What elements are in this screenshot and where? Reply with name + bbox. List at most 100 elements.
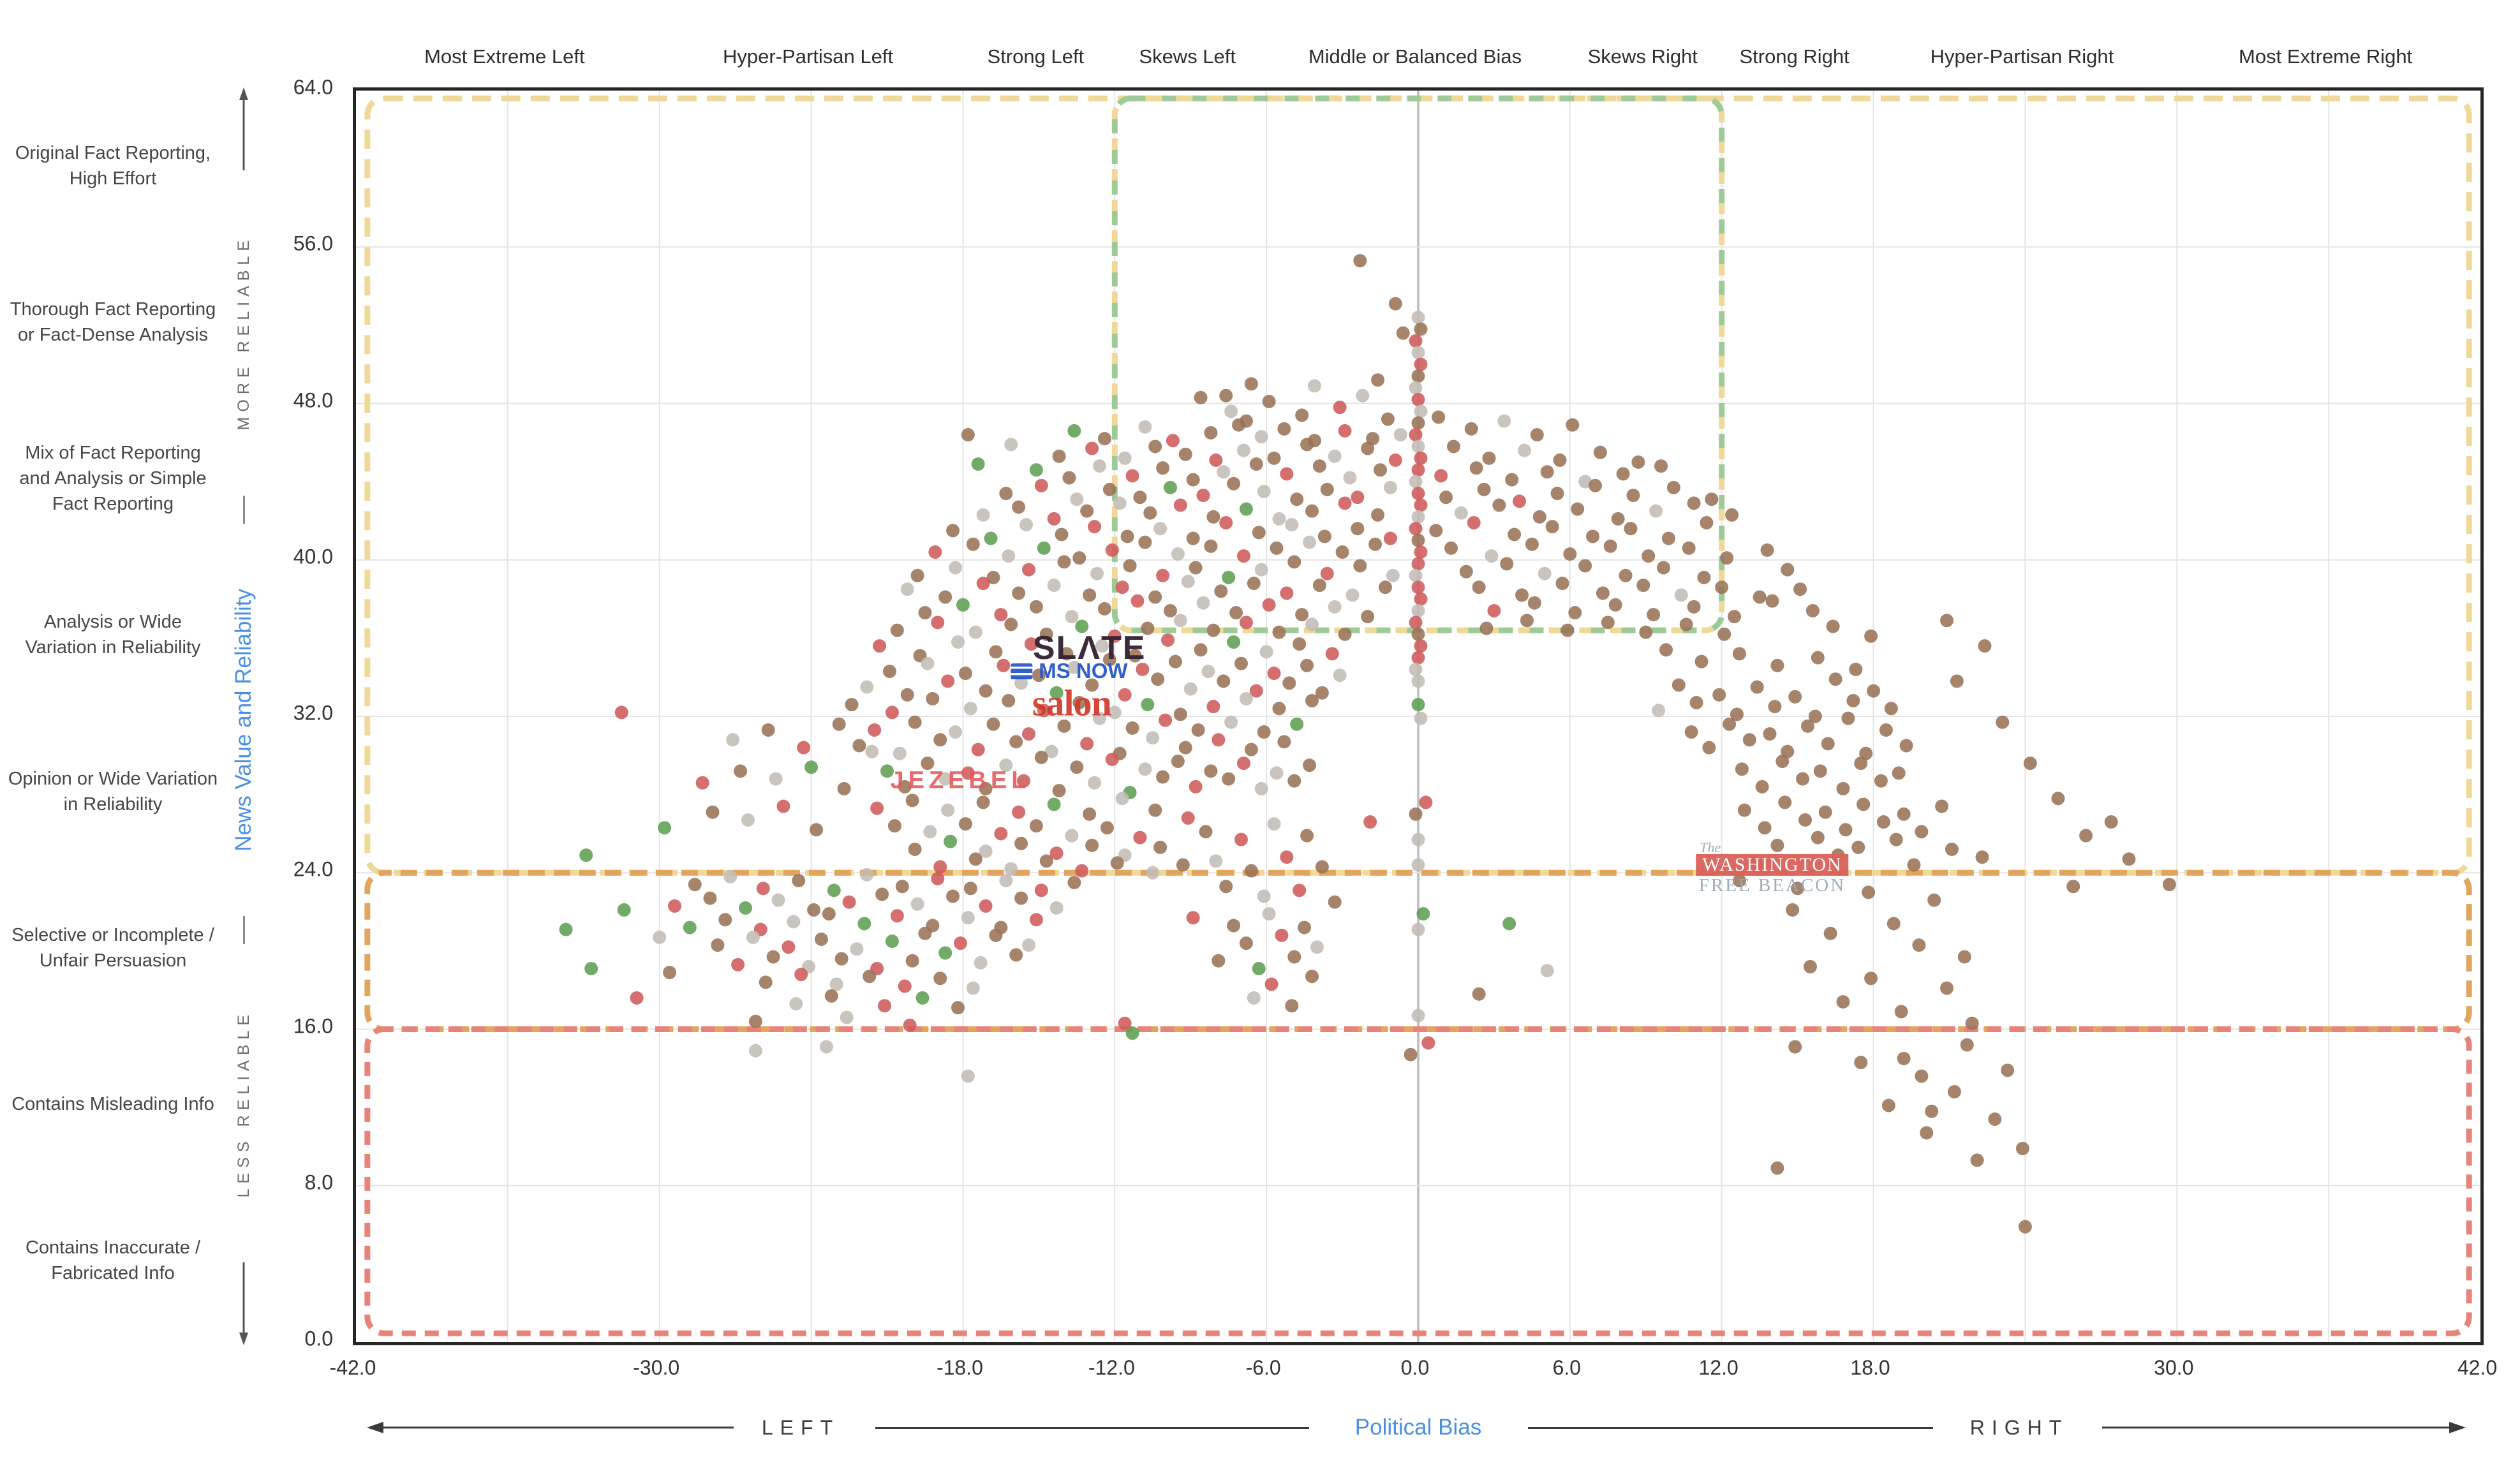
scatter-point[interactable]	[1022, 727, 1035, 741]
scatter-point[interactable]	[769, 772, 783, 786]
scatter-point[interactable]	[1070, 492, 1084, 506]
scatter-point[interactable]	[1363, 815, 1377, 829]
scatter-point[interactable]	[1351, 491, 1365, 505]
scatter-point[interactable]	[989, 928, 1003, 942]
scatter-point[interactable]	[1702, 741, 1716, 755]
scatter-point[interactable]	[1312, 579, 1326, 593]
scatter-point[interactable]	[2066, 880, 2080, 894]
scatter-point[interactable]	[1857, 797, 1871, 811]
scatter-point[interactable]	[1044, 744, 1058, 758]
scatter-point[interactable]	[1717, 627, 1731, 641]
scatter-point[interactable]	[910, 568, 924, 582]
scatter-point[interactable]	[1414, 498, 1428, 512]
scatter-point[interactable]	[915, 991, 930, 1005]
scatter-point[interactable]	[2023, 757, 2037, 771]
scatter-point[interactable]	[1879, 723, 1893, 737]
scatter-point[interactable]	[1755, 779, 1769, 794]
scatter-point[interactable]	[1156, 461, 1170, 475]
scatter-point[interactable]	[1072, 696, 1086, 710]
scatter-point[interactable]	[1841, 711, 1855, 725]
scatter-point[interactable]	[971, 742, 985, 757]
scatter-point[interactable]	[1725, 508, 1739, 522]
scatter-point[interactable]	[1409, 568, 1423, 582]
scatter-point[interactable]	[1383, 480, 1397, 494]
scatter-point[interactable]	[941, 803, 955, 817]
scatter-point[interactable]	[1285, 518, 1299, 532]
scatter-point[interactable]	[1307, 379, 1321, 393]
scatter-point[interactable]	[1957, 950, 1971, 964]
scatter-point[interactable]	[1788, 690, 1802, 704]
scatter-point[interactable]	[759, 975, 773, 989]
scatter-point[interactable]	[1257, 725, 1271, 739]
scatter-point[interactable]	[1009, 735, 1023, 749]
scatter-point[interactable]	[976, 508, 990, 522]
scatter-point[interactable]	[1196, 596, 1210, 610]
scatter-point[interactable]	[1143, 506, 1157, 520]
scatter-point[interactable]	[1029, 819, 1043, 833]
scatter-point[interactable]	[1801, 719, 1814, 733]
scatter-point[interactable]	[653, 930, 667, 944]
scatter-point[interactable]	[1464, 422, 1478, 436]
scatter-point[interactable]	[1881, 1098, 1895, 1112]
scatter-point[interactable]	[1224, 715, 1238, 729]
scatter-point[interactable]	[1095, 639, 1109, 653]
scatter-point[interactable]	[1345, 588, 1360, 602]
scatter-point[interactable]	[850, 942, 864, 956]
scatter-point[interactable]	[1317, 529, 1331, 543]
scatter-point[interactable]	[1320, 566, 1334, 580]
scatter-point[interactable]	[1287, 950, 1301, 964]
scatter-point[interactable]	[787, 915, 801, 929]
logo-slate[interactable]: SLΛTE	[1032, 629, 1146, 667]
scatter-point[interactable]	[1034, 883, 1048, 897]
scatter-point[interactable]	[1244, 377, 1258, 391]
scatter-point[interactable]	[999, 874, 1013, 888]
scatter-point[interactable]	[2122, 852, 2136, 866]
scatter-point[interactable]	[1173, 614, 1187, 628]
scatter-point[interactable]	[1589, 478, 1602, 492]
scatter-point[interactable]	[1055, 528, 1069, 542]
scatter-point[interactable]	[1105, 543, 1119, 557]
scatter-point[interactable]	[1874, 774, 1888, 788]
scatter-point[interactable]	[1540, 964, 1554, 978]
scatter-point[interactable]	[890, 623, 904, 637]
scatter-point[interactable]	[885, 705, 899, 720]
scatter-point[interactable]	[1176, 858, 1190, 872]
scatter-point[interactable]	[1409, 381, 1423, 395]
scatter-point[interactable]	[1083, 807, 1097, 821]
scatter-point[interactable]	[1293, 637, 1307, 651]
scatter-point[interactable]	[1626, 489, 1640, 503]
scatter-point[interactable]	[1295, 608, 1309, 622]
scatter-point[interactable]	[1454, 506, 1468, 520]
scatter-point[interactable]	[1012, 805, 1026, 819]
scatter-point[interactable]	[1057, 555, 1071, 569]
scatter-point[interactable]	[1303, 535, 1317, 549]
scatter-point[interactable]	[1839, 823, 1853, 837]
scatter-point[interactable]	[1601, 616, 1615, 630]
scatter-point[interactable]	[718, 913, 732, 927]
scatter-point[interactable]	[1136, 662, 1150, 676]
scatter-point[interactable]	[979, 899, 993, 913]
scatter-point[interactable]	[1411, 533, 1425, 547]
scatter-point[interactable]	[1115, 792, 1129, 806]
scatter-point[interactable]	[1178, 447, 1192, 461]
scatter-point[interactable]	[1411, 311, 1425, 325]
scatter-point[interactable]	[1647, 608, 1661, 622]
scatter-point[interactable]	[1272, 702, 1286, 716]
scatter-point[interactable]	[946, 524, 960, 538]
scatter-point[interactable]	[1411, 580, 1425, 594]
scatter-point[interactable]	[1666, 480, 1680, 494]
scatter-point[interactable]	[1975, 850, 1989, 864]
scatter-point[interactable]	[1818, 805, 1832, 819]
scatter-point[interactable]	[1156, 568, 1170, 582]
scatter-point[interactable]	[1854, 1056, 1868, 1070]
scatter-point[interactable]	[938, 590, 952, 604]
scatter-point[interactable]	[1206, 510, 1220, 524]
scatter-point[interactable]	[1361, 610, 1375, 624]
plot-area[interactable]: SLΛTE MS NOW salon JEZEBEL The WASHINGTON FREE…	[353, 87, 2484, 1345]
scatter-point[interactable]	[1836, 781, 1850, 795]
scatter-point[interactable]	[1642, 549, 1656, 563]
scatter-point[interactable]	[882, 664, 896, 678]
scatter-point[interactable]	[1538, 566, 1552, 580]
scatter-point[interactable]	[938, 946, 952, 960]
scatter-point[interactable]	[1513, 494, 1527, 508]
